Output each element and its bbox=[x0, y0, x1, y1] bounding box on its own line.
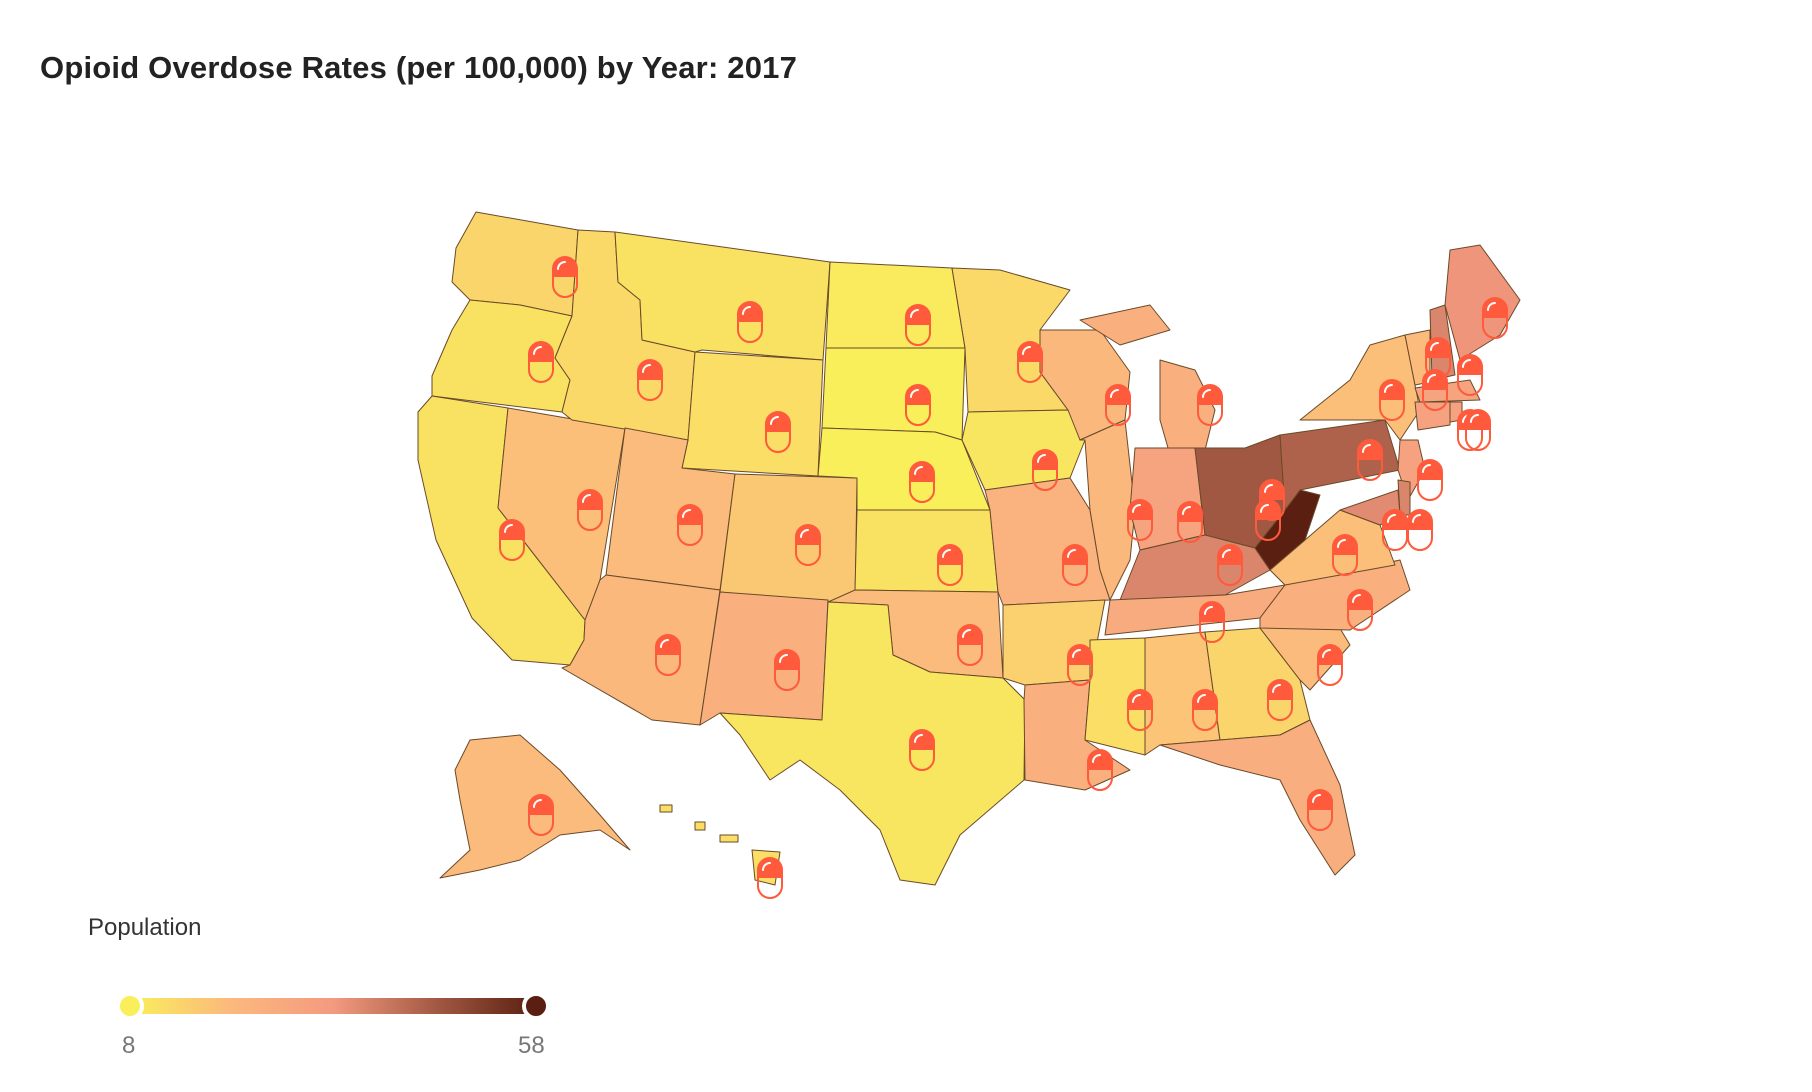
pill-marker[interactable] bbox=[909, 461, 935, 503]
chart-title: Opioid Overdose Rates (per 100,000) by Y… bbox=[40, 50, 798, 85]
state-me[interactable] bbox=[1444, 244, 1521, 361]
pill-marker[interactable] bbox=[577, 489, 603, 531]
state-in[interactable] bbox=[1129, 447, 1206, 551]
pill-marker[interactable] bbox=[1177, 501, 1203, 543]
pill-marker[interactable] bbox=[757, 857, 783, 899]
pill-marker[interactable] bbox=[637, 359, 663, 401]
pill-marker[interactable] bbox=[1127, 689, 1153, 731]
pill-marker[interactable] bbox=[774, 649, 800, 691]
pill-marker[interactable] bbox=[957, 624, 983, 666]
state-mt[interactable] bbox=[614, 231, 831, 361]
pill-marker[interactable] bbox=[905, 384, 931, 426]
pill-marker[interactable] bbox=[905, 304, 931, 346]
pill-marker[interactable] bbox=[1032, 449, 1058, 491]
state-nm[interactable] bbox=[699, 591, 829, 726]
pill-marker[interactable] bbox=[1127, 499, 1153, 541]
pill-marker[interactable] bbox=[528, 794, 554, 836]
pill-marker[interactable] bbox=[1255, 499, 1281, 541]
pill-marker[interactable] bbox=[677, 504, 703, 546]
pill-marker[interactable] bbox=[1062, 544, 1088, 586]
pill-marker[interactable] bbox=[1017, 341, 1043, 383]
legend-title: Population bbox=[88, 914, 202, 941]
pill-marker[interactable] bbox=[1197, 384, 1223, 426]
state-fl[interactable] bbox=[1159, 719, 1356, 876]
pill-marker[interactable] bbox=[1407, 509, 1433, 551]
pill-marker[interactable] bbox=[1105, 384, 1131, 426]
pill-marker[interactable] bbox=[1379, 379, 1405, 421]
legend-min-label: 8 bbox=[122, 1032, 136, 1059]
pill-marker[interactable] bbox=[1347, 589, 1373, 631]
pill-marker[interactable] bbox=[1087, 749, 1113, 791]
pill-marker[interactable] bbox=[937, 544, 963, 586]
pill-marker[interactable] bbox=[909, 729, 935, 771]
pill-marker[interactable] bbox=[552, 256, 578, 298]
pill-marker[interactable] bbox=[1217, 544, 1243, 586]
legend-max-label: 58 bbox=[518, 1032, 545, 1059]
pill-marker[interactable] bbox=[1382, 509, 1408, 551]
pill-marker[interactable] bbox=[1465, 409, 1491, 451]
pill-marker[interactable] bbox=[1417, 459, 1443, 501]
pill-marker[interactable] bbox=[1457, 354, 1483, 396]
pill-marker[interactable] bbox=[1317, 644, 1343, 686]
state-tx[interactable] bbox=[719, 601, 1026, 886]
state-ks[interactable] bbox=[854, 509, 999, 593]
state-nd[interactable] bbox=[825, 261, 966, 349]
state-sd[interactable] bbox=[821, 347, 966, 441]
pill-markers-layer bbox=[499, 256, 1508, 899]
pill-marker[interactable] bbox=[1307, 789, 1333, 831]
state-co[interactable] bbox=[719, 473, 858, 606]
pill-marker[interactable] bbox=[737, 301, 763, 343]
pill-marker[interactable] bbox=[795, 524, 821, 566]
pill-marker[interactable] bbox=[1192, 689, 1218, 731]
pill-marker[interactable] bbox=[528, 341, 554, 383]
pill-marker[interactable] bbox=[1332, 534, 1358, 576]
pill-marker[interactable] bbox=[1357, 439, 1383, 481]
pill-marker[interactable] bbox=[499, 519, 525, 561]
pill-marker[interactable] bbox=[1067, 644, 1093, 686]
pill-marker[interactable] bbox=[1267, 679, 1293, 721]
pill-marker[interactable] bbox=[1482, 297, 1508, 339]
pill-marker[interactable] bbox=[655, 634, 681, 676]
pill-marker[interactable] bbox=[1422, 369, 1448, 411]
pill-marker[interactable] bbox=[1199, 601, 1225, 643]
state-wy[interactable] bbox=[681, 351, 824, 477]
pill-marker[interactable] bbox=[765, 411, 791, 453]
